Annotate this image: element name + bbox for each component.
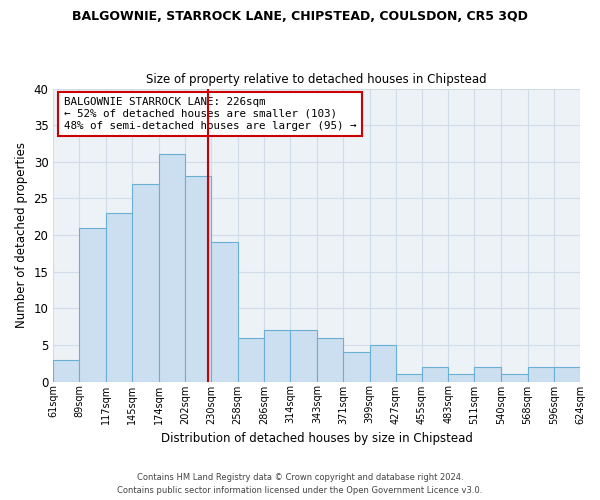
X-axis label: Distribution of detached houses by size in Chipstead: Distribution of detached houses by size … [161, 432, 473, 445]
Bar [79, 228, 106, 382]
Bar [264, 330, 290, 382]
Y-axis label: Number of detached properties: Number of detached properties [15, 142, 28, 328]
Text: Contains HM Land Registry data © Crown copyright and database right 2024.
Contai: Contains HM Land Registry data © Crown c… [118, 474, 482, 495]
Bar [502, 374, 527, 382]
Bar [106, 213, 132, 382]
Bar [159, 154, 185, 382]
Text: BALGOWNIE, STARROCK LANE, CHIPSTEAD, COULSDON, CR5 3QD: BALGOWNIE, STARROCK LANE, CHIPSTEAD, COU… [72, 10, 528, 23]
Title: Size of property relative to detached houses in Chipstead: Size of property relative to detached ho… [146, 73, 487, 86]
Bar [290, 330, 317, 382]
Bar [238, 338, 264, 382]
Bar [211, 242, 238, 382]
Bar [317, 338, 343, 382]
Bar [370, 345, 395, 382]
Bar [132, 184, 159, 382]
Bar [474, 367, 502, 382]
Bar [554, 367, 580, 382]
Bar [185, 176, 211, 382]
Bar [343, 352, 370, 382]
Bar [422, 367, 448, 382]
Bar [53, 360, 79, 382]
Text: BALGOWNIE STARROCK LANE: 226sqm
← 52% of detached houses are smaller (103)
48% o: BALGOWNIE STARROCK LANE: 226sqm ← 52% of… [64, 98, 356, 130]
Bar [448, 374, 474, 382]
Bar [527, 367, 554, 382]
Bar [395, 374, 422, 382]
